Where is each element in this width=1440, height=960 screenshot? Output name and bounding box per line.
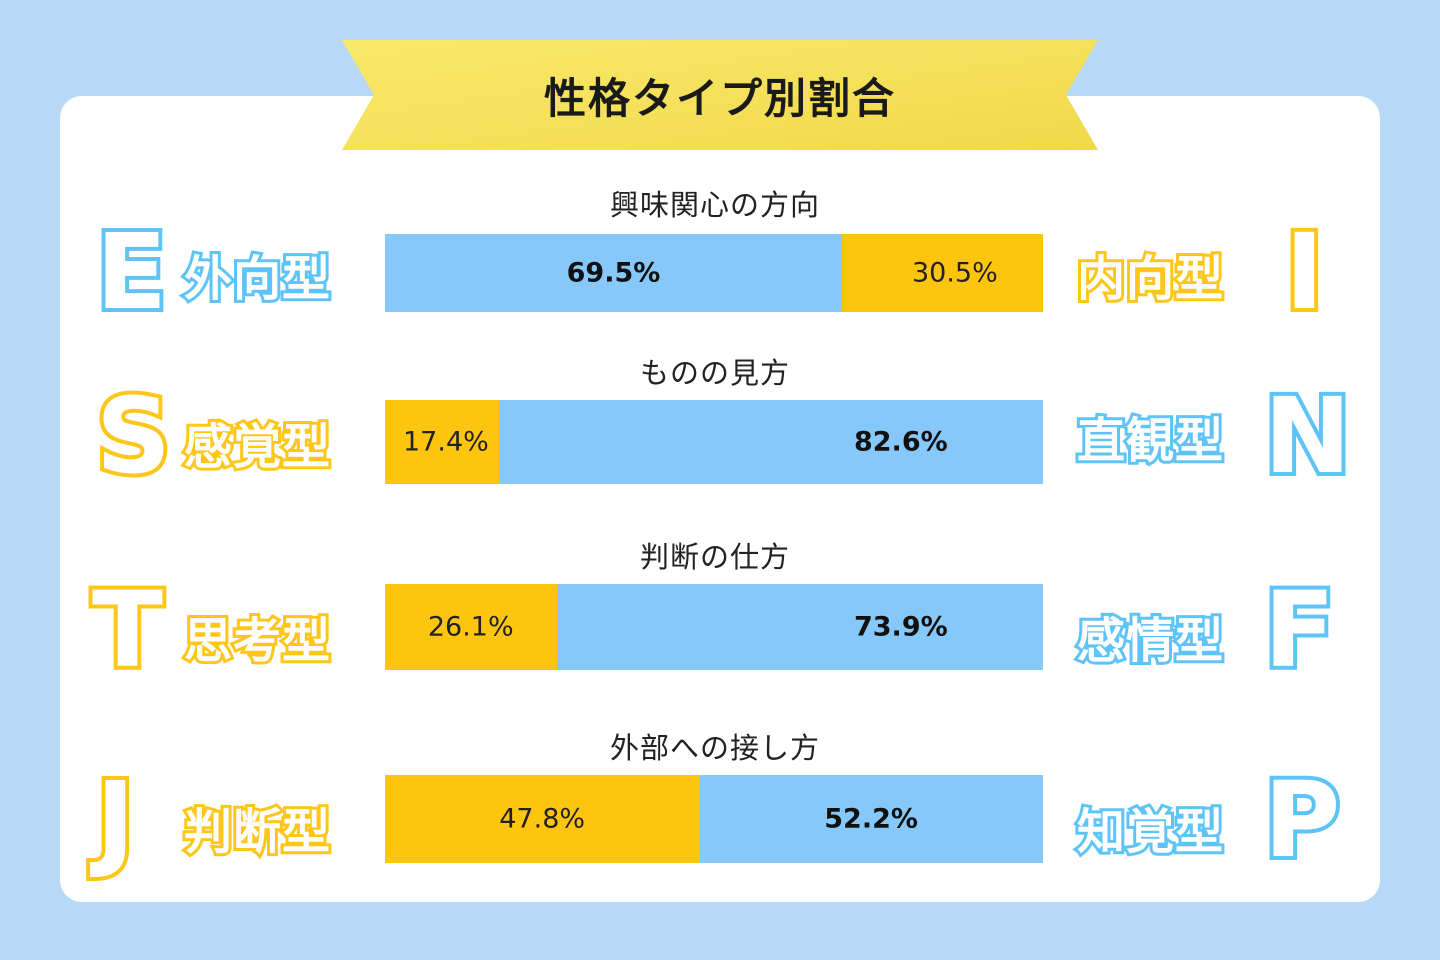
bar-segment: 82.6% <box>499 400 1043 484</box>
right-type-letter: I <box>1281 211 1328 333</box>
row-title: ものの見方 <box>639 356 790 390</box>
bar-segment: 17.4% <box>385 400 500 484</box>
bar-segment: 52.2% <box>699 775 1043 863</box>
data-label: 26.1% <box>427 611 514 643</box>
right-type-letter: F <box>1260 569 1339 691</box>
right-type-word: 感情型 <box>1074 613 1226 669</box>
bar-segment: 47.8% <box>385 775 700 863</box>
left-type-word: 判断型 <box>181 804 333 860</box>
bar-segment: 69.5% <box>385 234 843 312</box>
row-title: 外部への接し方 <box>609 731 820 765</box>
right-type-letter: N <box>1260 375 1355 497</box>
right-type-word: 内向型 <box>1074 251 1226 307</box>
left-type-letter: E <box>92 211 171 333</box>
data-label: 69.5% <box>566 257 661 289</box>
right-type-word: 知覚型 <box>1074 804 1226 860</box>
bar-segment: 30.5% <box>842 234 1043 312</box>
left-type-word: 感覚型 <box>181 419 333 475</box>
title-ribbon: 性格タイプ別割合 <box>342 40 1098 150</box>
stacked-bar: 17.4% 82.6% <box>385 400 1043 484</box>
row-title: 興味関心の方向 <box>609 188 820 222</box>
right-type-word: 直観型 <box>1074 413 1226 469</box>
data-label: 82.6% <box>853 426 948 458</box>
data-label: 73.9% <box>853 611 948 643</box>
ribbon-shape <box>342 40 1098 150</box>
stacked-bar: 26.1% 73.9% <box>385 584 1043 670</box>
chart-title: 性格タイプ別割合 <box>543 73 896 123</box>
left-type-letter: S <box>92 375 175 497</box>
data-label: 30.5% <box>911 257 998 289</box>
right-type-letter: P <box>1260 759 1344 881</box>
stacked-bar: 69.5% 30.5% <box>385 234 1043 312</box>
bar-segment: 26.1% <box>385 584 557 670</box>
stacked-bar: 47.8% 52.2% <box>385 775 1043 863</box>
bar-segment: 73.9% <box>556 584 1043 670</box>
data-label: 52.2% <box>824 803 918 835</box>
left-type-letter: T <box>88 569 167 691</box>
row-title: 判断の仕方 <box>639 540 790 574</box>
data-label: 47.8% <box>499 803 586 835</box>
content-card <box>60 96 1380 902</box>
left-type-word: 思考型 <box>181 613 333 669</box>
left-type-word: 外向型 <box>181 251 333 307</box>
left-type-letter: J <box>92 759 139 881</box>
data-label: 17.4% <box>403 426 489 458</box>
